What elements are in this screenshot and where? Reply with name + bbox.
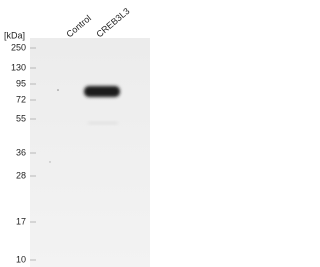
speck — [49, 161, 51, 163]
marker-ladder: 250 130 95 72 55 36 28 17 10 — [11, 42, 36, 264]
marker-label: 72 — [16, 94, 26, 104]
band — [84, 86, 120, 97]
lane-label: CREB3L3 — [94, 6, 131, 39]
marker-label: 10 — [16, 254, 26, 264]
faint-band — [88, 122, 118, 124]
speck — [57, 89, 59, 91]
marker-label: 36 — [16, 147, 26, 157]
marker-label: 28 — [16, 170, 26, 180]
marker-label: 17 — [16, 216, 26, 226]
lane-label: Control — [64, 13, 93, 39]
membrane — [30, 38, 150, 267]
western-blot: [kDa] 250 130 95 72 55 36 28 17 10 Control CREB3L… — [4, 6, 150, 267]
marker-label: 95 — [16, 78, 26, 88]
marker-label: 250 — [11, 42, 26, 52]
marker-label: 55 — [16, 113, 26, 123]
unit-label: [kDa] — [4, 30, 25, 40]
lane-labels: Control CREB3L3 — [64, 6, 131, 39]
marker-label: 130 — [11, 62, 26, 72]
